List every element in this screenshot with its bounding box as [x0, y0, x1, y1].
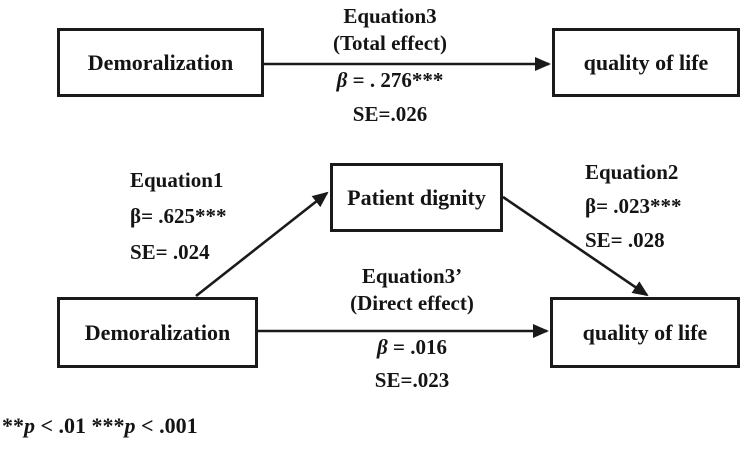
beta-symbol: β — [585, 194, 597, 218]
beta-value: = .023*** — [596, 194, 682, 218]
path-a-equation: Equation1 — [130, 168, 224, 192]
path-b-beta: β= .023*** — [585, 189, 682, 223]
total-effect-type: (Total effect) — [332, 31, 448, 55]
bottom-predictor-label: Demoralization — [84, 319, 231, 345]
p-threshold-01: < .01 — [35, 413, 92, 438]
top-predictor-label: Demoralization — [87, 49, 234, 75]
path-b-labels: Equation2 β= .023*** SE= .028 — [585, 155, 682, 257]
direct-effect-type: (Direct effect) — [350, 291, 474, 315]
beta-value: = .016 — [387, 335, 447, 359]
mediator-box: Patient dignity — [330, 163, 503, 232]
beta-symbol: β — [130, 204, 142, 228]
path-a-arrow — [195, 191, 329, 298]
bottom-outcome-box: quality of life — [550, 297, 740, 368]
p-symbol: p — [24, 413, 35, 438]
total-effect-equation: Equation3 — [343, 4, 437, 28]
direct-effect-labels: Equation3’ (Direct effect) β = .016 SE=.… — [307, 263, 517, 394]
total-effect-se: SE=.026 — [352, 102, 428, 126]
stars-three: *** — [91, 413, 125, 438]
beta-value: = . 276*** — [347, 68, 444, 92]
stars-two: ** — [2, 413, 24, 438]
mediator-label: Patient dignity — [347, 184, 486, 210]
p-symbol: p — [124, 413, 136, 438]
path-b-arrow — [502, 195, 649, 297]
path-a-se: SE= .024 — [130, 240, 210, 264]
path-a-labels: Equation1 β= .625*** SE= .024 — [130, 162, 227, 270]
top-outcome-box: quality of life — [552, 28, 740, 97]
path-b-se: SE= .028 — [585, 228, 665, 252]
top-predictor-box: Demoralization — [57, 28, 264, 97]
significance-note: **p < .01 ***p < .001 — [2, 413, 198, 439]
path-b-equation: Equation2 — [585, 160, 679, 184]
path-a-beta: β= .625*** — [130, 198, 227, 234]
direct-effect-beta: β = .016 — [307, 334, 517, 361]
beta-symbol: β — [336, 68, 348, 92]
total-effect-labels: Equation3 (Total effect) β = . 276*** SE… — [280, 3, 500, 128]
bottom-predictor-box: Demoralization — [57, 297, 258, 368]
beta-symbol: β — [377, 335, 388, 359]
p-threshold-001: < .001 — [135, 413, 198, 438]
total-effect-beta: β = . 276*** — [280, 67, 500, 94]
direct-effect-se: SE=.023 — [374, 368, 450, 392]
top-outcome-label: quality of life — [583, 49, 709, 75]
bottom-outcome-label: quality of life — [582, 319, 708, 345]
direct-effect-equation: Equation3’ — [361, 264, 463, 288]
beta-value: = .625*** — [141, 204, 227, 228]
